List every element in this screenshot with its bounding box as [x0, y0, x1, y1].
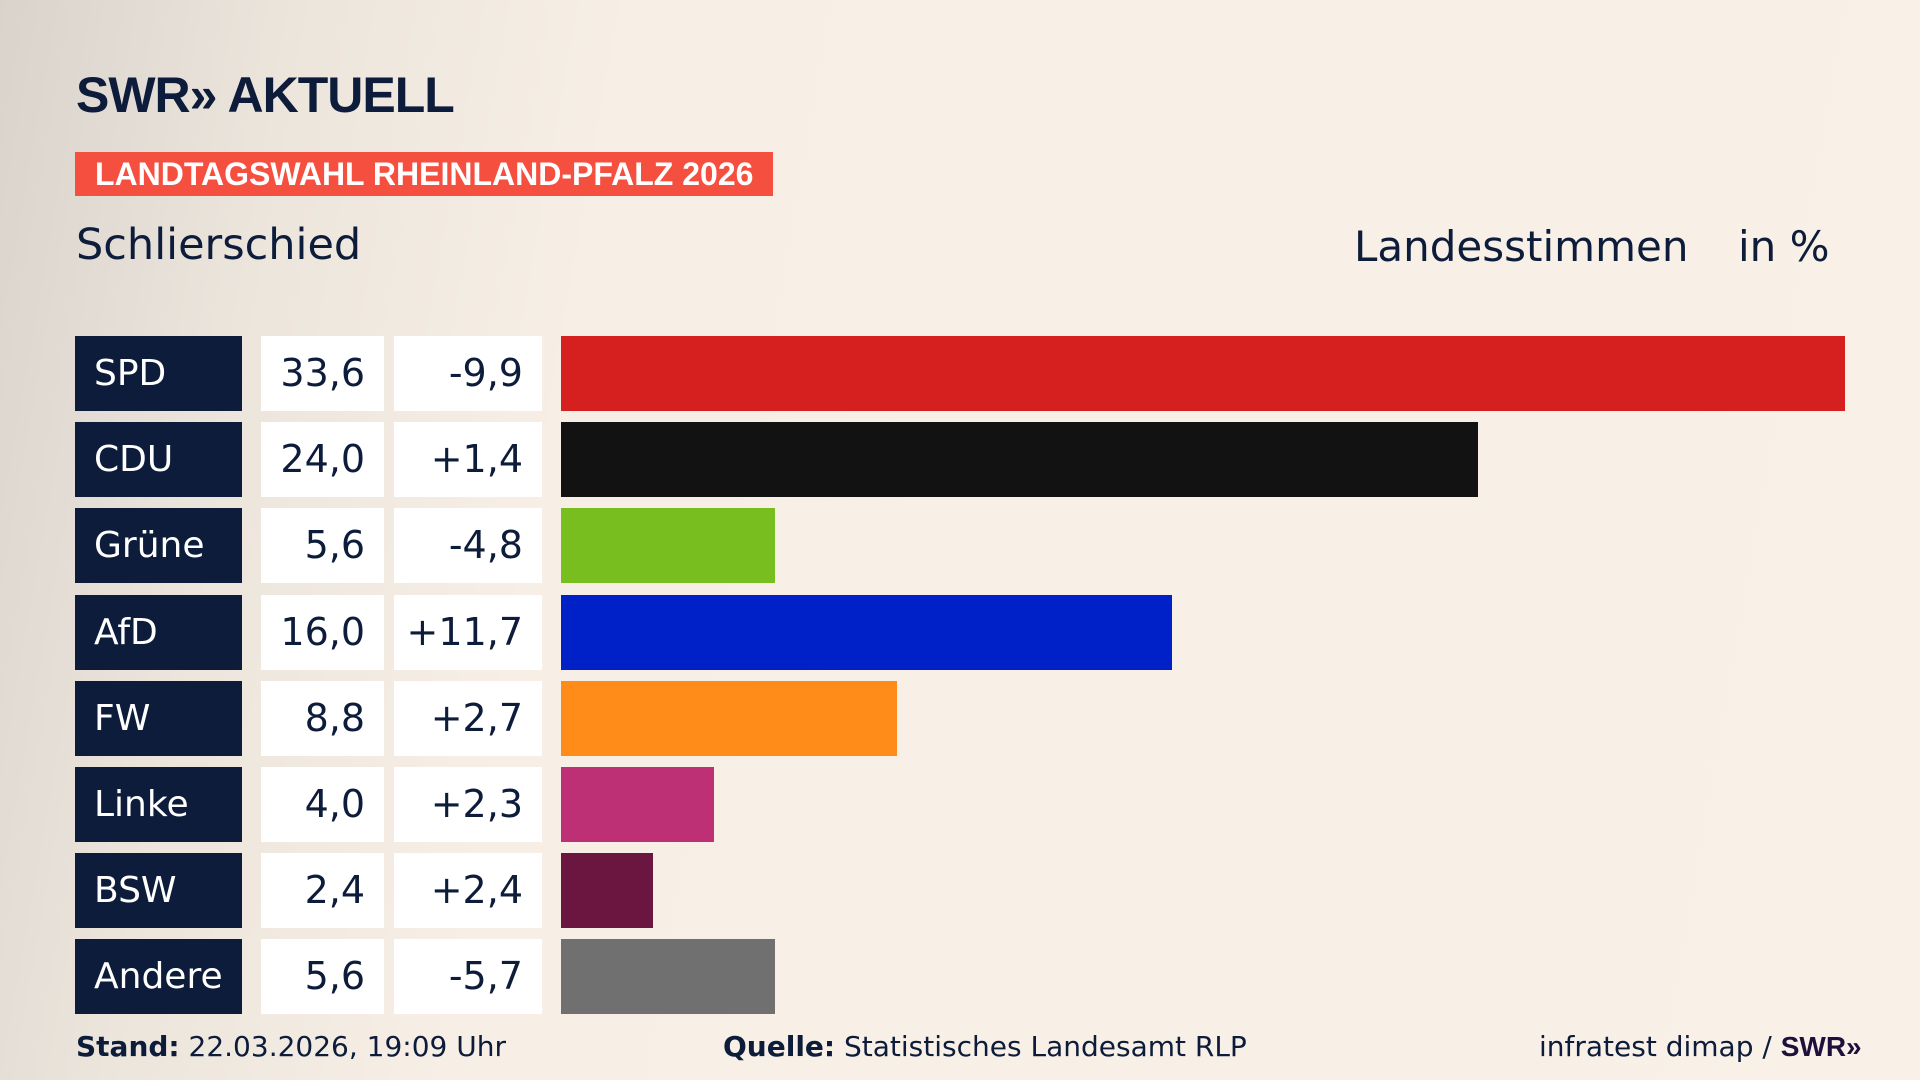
- value-label: 4,0: [261, 767, 384, 842]
- region-title: Schlierschied: [76, 220, 362, 270]
- bar: [561, 939, 775, 1015]
- value-label: 2,4: [261, 853, 384, 929]
- party-label: BSW: [75, 853, 242, 929]
- diff-label: -9,9: [394, 336, 542, 411]
- source-value: Statistisches Landesamt RLP: [844, 1030, 1247, 1063]
- diff-label: +2,3: [394, 767, 542, 842]
- source-label: Quelle:: [723, 1030, 836, 1063]
- credit: infratest dimap / SWR»: [1539, 1030, 1862, 1063]
- bar: [561, 336, 1845, 411]
- value-label: 33,6: [261, 336, 384, 411]
- diff-label: +11,7: [394, 594, 542, 670]
- timestamp: Stand: 22.03.2026, 19:09 Uhr: [76, 1030, 506, 1063]
- bar: [561, 422, 1479, 498]
- unit-label: in %: [1738, 222, 1830, 271]
- party-label: SPD: [75, 336, 242, 411]
- party-label: Linke: [75, 767, 242, 842]
- value-label: 8,8: [261, 680, 384, 756]
- bar: [561, 508, 775, 584]
- party-label: CDU: [75, 422, 242, 498]
- credit-text: infratest dimap /: [1539, 1030, 1772, 1063]
- diff-label: +1,4: [394, 422, 542, 498]
- party-label: AfD: [75, 594, 242, 670]
- bar: [561, 594, 1173, 670]
- value-label: 16,0: [261, 594, 384, 670]
- bar: [561, 680, 898, 756]
- stand-label: Stand:: [76, 1030, 180, 1063]
- election-banner: LANDTAGSWAHL RHEINLAND-PFALZ 2026: [75, 152, 774, 196]
- swr-logo: SWR»: [1780, 1031, 1862, 1062]
- stand-value: 22.03.2026, 19:09 Uhr: [188, 1030, 506, 1063]
- diff-label: -4,8: [394, 508, 542, 584]
- measure-label: Landesstimmen: [1354, 222, 1689, 271]
- diff-label: +2,4: [394, 853, 542, 929]
- swr-aktuell-logo: SWR» AKTUELL: [76, 67, 455, 123]
- value-label: 24,0: [261, 422, 384, 498]
- party-label: FW: [75, 680, 242, 756]
- party-label: Andere: [75, 939, 242, 1015]
- bar: [561, 853, 653, 929]
- value-label: 5,6: [261, 508, 384, 584]
- party-label: Grüne: [75, 508, 242, 584]
- diff-label: +2,7: [394, 680, 542, 756]
- bar: [561, 767, 714, 842]
- diff-label: -5,7: [394, 939, 542, 1015]
- value-label: 5,6: [261, 939, 384, 1015]
- source: Quelle: Statistisches Landesamt RLP: [723, 1030, 1247, 1063]
